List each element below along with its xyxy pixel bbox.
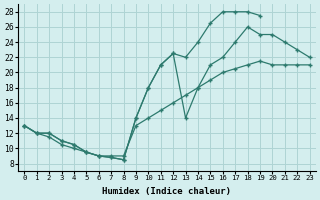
X-axis label: Humidex (Indice chaleur): Humidex (Indice chaleur): [102, 187, 231, 196]
